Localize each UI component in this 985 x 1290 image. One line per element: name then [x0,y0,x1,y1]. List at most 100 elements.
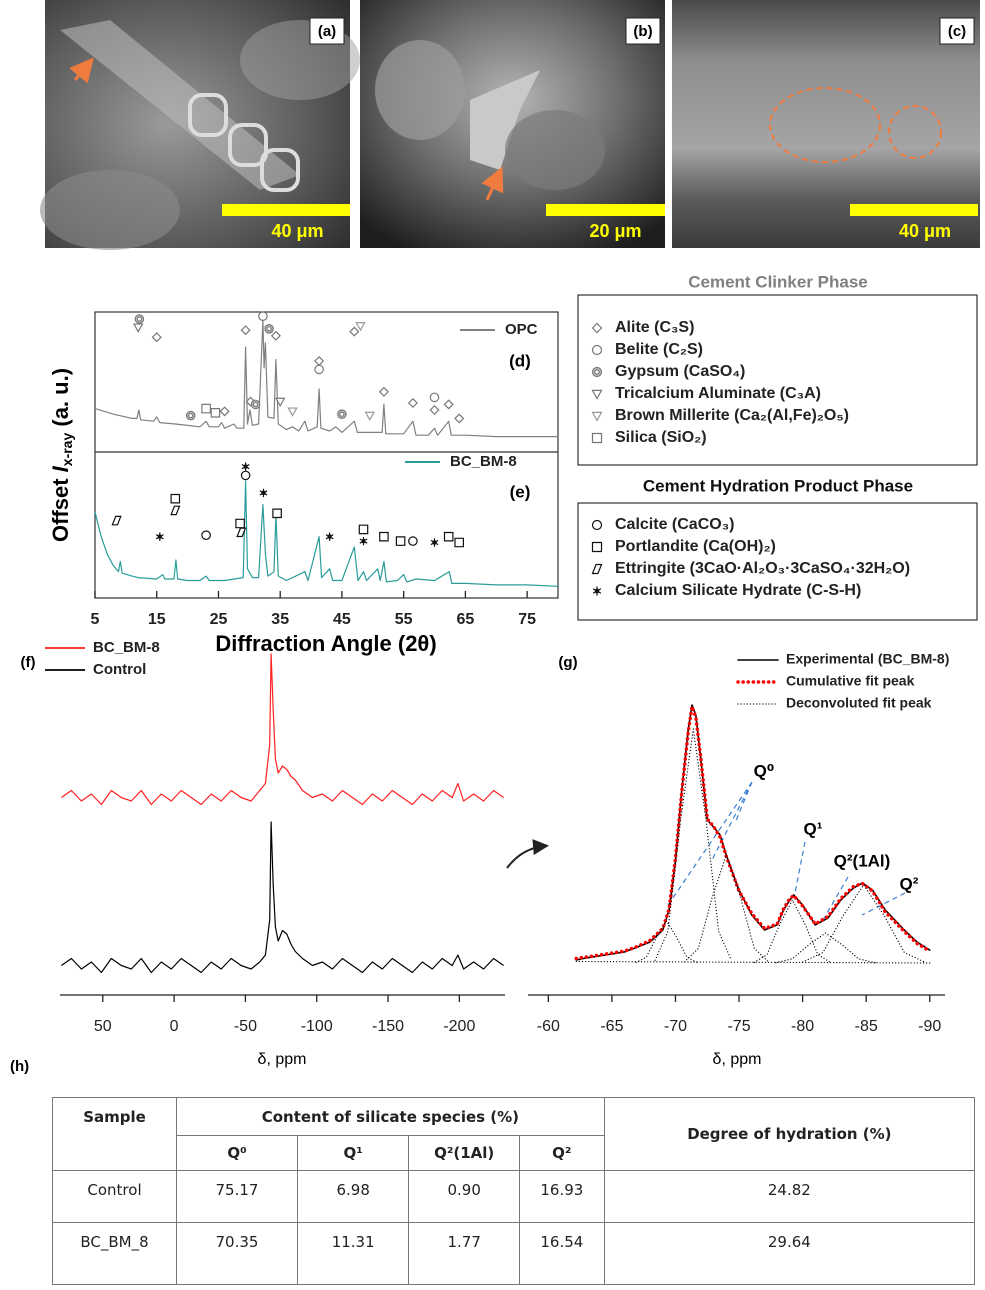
y-axis-title-part: (a. u.) [48,368,73,433]
phase-marker [380,388,388,396]
y-axis-title: Offset Ix-ray (a. u.) [48,368,75,542]
spectrum-line [61,822,503,973]
legend-label: Belite (C₂S) [615,341,703,358]
phase-marker [360,537,367,545]
x-tick-label: 25 [210,611,228,628]
phase-marker [593,368,602,377]
legend-label: Gypsum (CaSO₄) [615,363,745,380]
phase-marker [455,414,463,422]
header-cell: Q⁰ [177,1136,298,1171]
phase-marker [326,533,333,541]
phase-marker [135,315,143,323]
phase-marker [153,333,161,341]
phase-marker [356,323,364,331]
x-tick-label: -100 [301,1018,333,1035]
legend-label: Deconvoluted fit peak [786,695,932,711]
phase-marker [211,409,219,417]
phase-marker [593,521,602,530]
phase-marker [288,408,296,416]
x-tick-label: 0 [170,1018,179,1035]
phase-marker [259,312,267,320]
phase-marker [187,411,195,419]
phase-marker [315,357,323,365]
phase-marker [171,506,179,514]
x-tick-label: -90 [918,1018,941,1035]
phase-marker [241,326,249,334]
phase-marker [202,404,210,412]
legend-label: Calcium Silicate Hydrate (C-S-H) [615,582,861,599]
phase-marker [171,495,179,503]
y-axis-title-part: Offset [48,472,73,542]
legend-label: BC_BM-8 [93,639,160,656]
legend-label: Alite (C₃S) [615,319,694,336]
x-tick-label: -85 [855,1018,878,1035]
header-cell: Q¹ [297,1136,409,1171]
phase-marker [593,324,602,333]
header-cell: Sample [53,1098,177,1171]
panel-label: (a) [318,23,336,40]
sem-panel-c [672,0,980,248]
phase-marker [220,407,228,415]
phase-marker [359,525,367,533]
y-axis-title-part: x-ray [59,433,75,467]
table-cell: 6.98 [297,1171,409,1223]
phase-marker [593,346,602,355]
panel-label: (f) [21,654,36,671]
phase-marker [593,390,602,398]
phase-marker [593,412,602,420]
legend-title: Cement Hydration Product Phase [643,476,913,495]
table-cell: 75.17 [177,1171,298,1223]
x-tick-label: -65 [600,1018,623,1035]
x-tick-label: 50 [94,1018,112,1035]
panel-label: (c) [948,23,966,40]
annotation: Q²(1Al) [834,851,891,870]
spectrum-line [95,481,558,586]
x-tick-label: -60 [537,1018,560,1035]
phase-marker [273,509,281,517]
header-cell: Degree of hydration (%) [604,1098,974,1171]
table-cell: 24.82 [604,1171,974,1223]
legend-label: Brown Millerite (Ca₂(Al,Fe)₂O₅) [615,407,849,424]
table-cell: 70.35 [177,1223,298,1285]
phase-marker [431,538,438,546]
table-cell: Control [53,1171,177,1223]
table-cell: 29.64 [604,1223,974,1285]
zoom-arrow [507,846,545,868]
x-tick-label: 55 [395,611,413,628]
phase-marker [315,365,323,373]
phase-marker [338,410,346,418]
panel-label: (d) [509,351,531,370]
x-tick-label: 65 [457,611,475,628]
panel-label: (h) [10,1058,29,1075]
table-cell: BC_BM_8 [53,1223,177,1285]
phase-marker [430,406,438,414]
header-cell: Q² [519,1136,604,1171]
table-row: BC_BM_870.3511.311.7716.5429.64 [53,1223,975,1285]
phase-marker [272,332,280,340]
x-tick-label: 75 [518,611,536,628]
x-tick-label: -150 [372,1018,404,1035]
legend-label: Cumulative fit peak [786,673,915,689]
legend-label: Tricalcium Aluminate (C₃A) [615,385,821,402]
phase-marker [409,399,417,407]
table-cell: 0.90 [409,1171,520,1223]
legend-label: Calcite (CaCO₃) [615,516,734,533]
phase-marker [380,533,388,541]
x-tick-label: -70 [664,1018,687,1035]
spectrum-line [95,320,558,436]
x-tick-label: -80 [791,1018,814,1035]
spectrum-line [576,705,929,960]
x-axis-title: δ, ppm [258,1051,307,1068]
header-cell: Q²(1Al) [409,1136,520,1171]
phase-marker [350,327,358,335]
phase-marker [236,519,244,527]
x-tick-label: 35 [271,611,289,628]
x-tick-label: -200 [443,1018,475,1035]
x-tick-label: -75 [727,1018,750,1035]
spectrum-line [576,707,929,959]
legend-label: Control [93,661,146,678]
legend-label: OPC [505,321,538,338]
legend-title: Cement Clinker Phase [688,272,868,291]
phase-marker [445,533,453,541]
